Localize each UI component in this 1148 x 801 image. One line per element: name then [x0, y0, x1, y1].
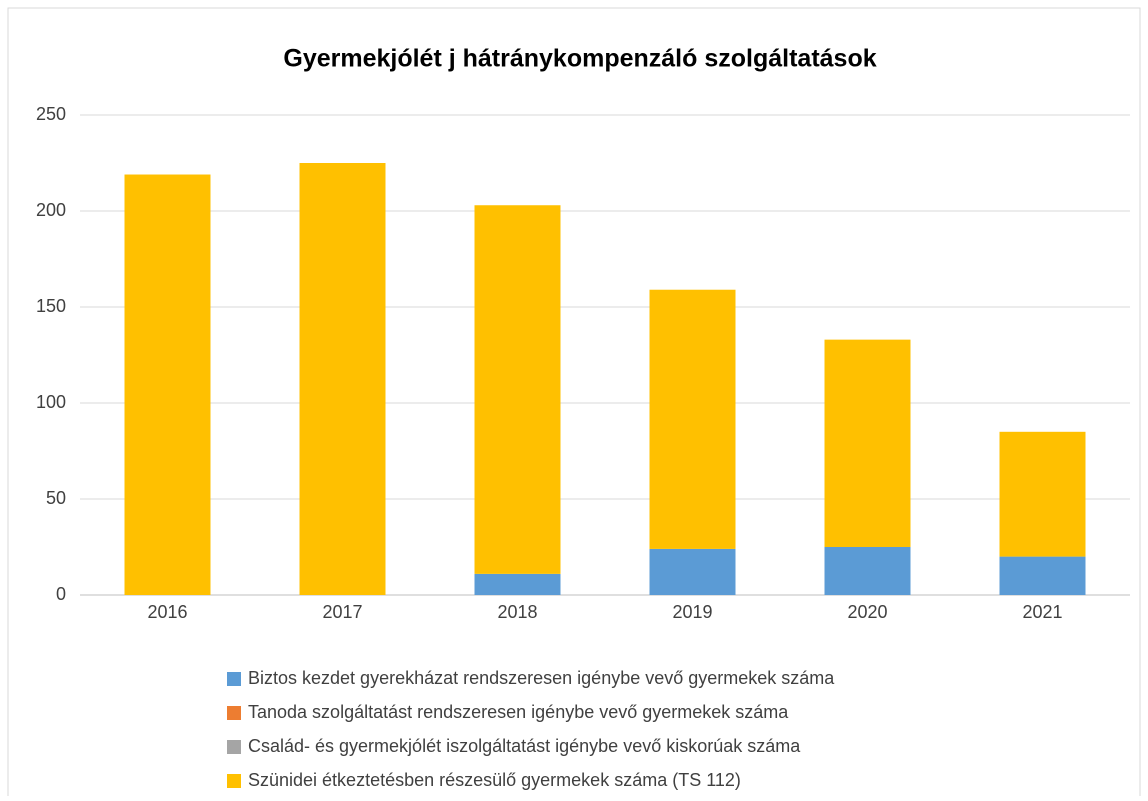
- bar-segment: [474, 573, 561, 595]
- x-tick-label: 2020: [847, 602, 887, 622]
- bar-segment: [824, 547, 911, 595]
- bar-segment: [999, 431, 1086, 557]
- legend-swatch: [227, 740, 241, 754]
- y-tick-label: 100: [36, 392, 66, 412]
- legend-label: Család- és gyermekjólét iszolgáltatást i…: [248, 736, 801, 756]
- bar-segment: [124, 174, 211, 595]
- y-tick-label: 0: [56, 584, 66, 604]
- bar-segment: [299, 163, 386, 595]
- legend-label: Biztos kezdet gyerekházat rendszeresen i…: [248, 668, 835, 688]
- legend-swatch: [227, 672, 241, 686]
- x-tick-label: 2017: [322, 602, 362, 622]
- bar-segment: [649, 548, 736, 595]
- bar-segment: [649, 289, 736, 549]
- x-tick-label: 2021: [1022, 602, 1062, 622]
- bar-segment: [824, 339, 911, 547]
- x-tick-label: 2018: [497, 602, 537, 622]
- legend-label: Szünidei étkeztetésben részesülő gyermek…: [248, 770, 741, 790]
- legend-label: Tanoda szolgáltatást rendszeresen igényb…: [248, 702, 789, 722]
- y-tick-label: 50: [46, 488, 66, 508]
- y-tick-label: 250: [36, 104, 66, 124]
- bar-segment: [999, 556, 1086, 595]
- x-tick-label: 2019: [672, 602, 712, 622]
- x-tick-label: 2016: [147, 602, 187, 622]
- y-tick-label: 200: [36, 200, 66, 220]
- legend-swatch: [227, 774, 241, 788]
- chart-title: Gyermekjólét j hátránykompenzáló szolgál…: [283, 45, 876, 73]
- y-tick-label: 150: [36, 296, 66, 316]
- legend-swatch: [227, 706, 241, 720]
- bar-segment: [474, 205, 561, 574]
